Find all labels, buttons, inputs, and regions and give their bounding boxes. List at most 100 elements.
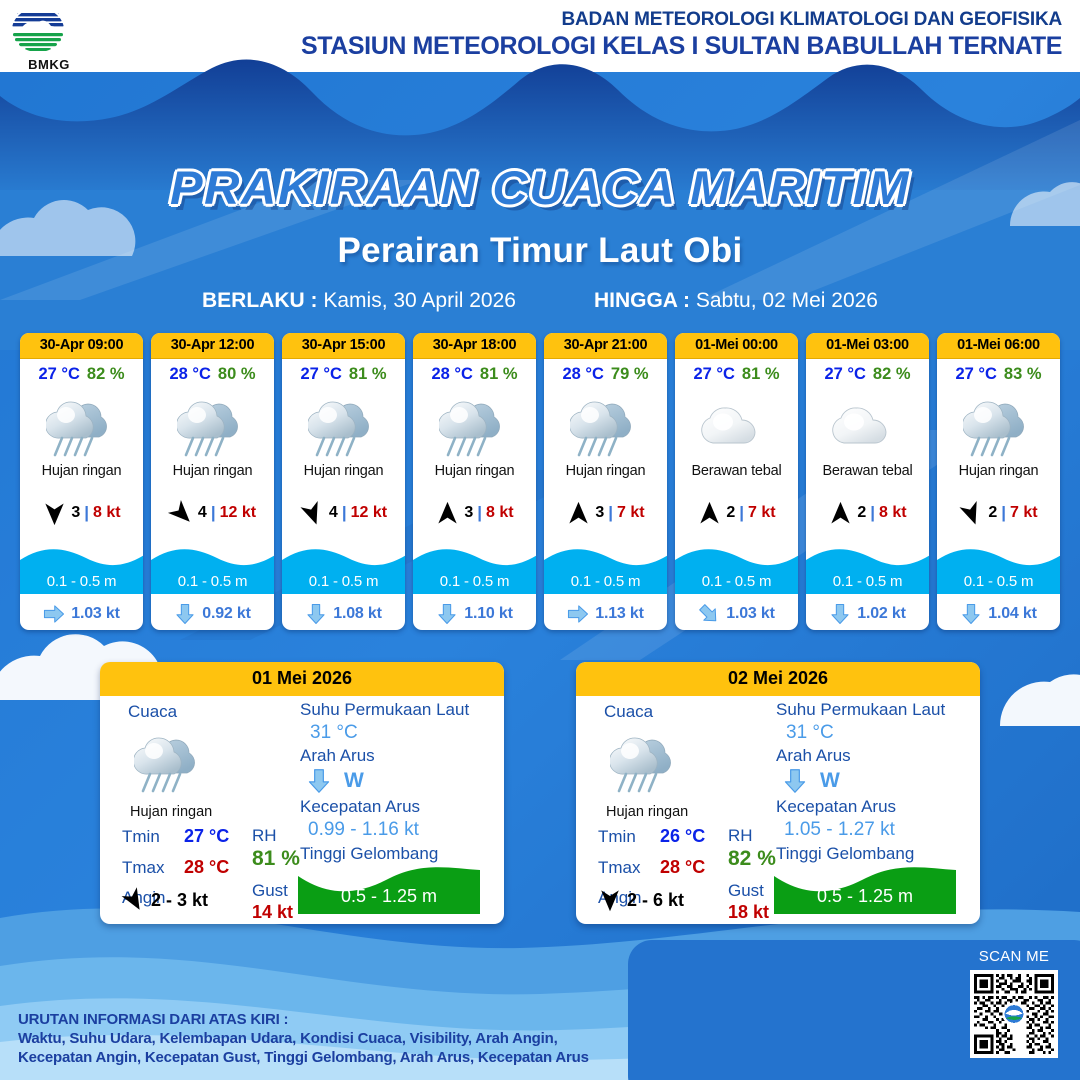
wave-height: 0.1 - 0.5 m [832,573,903,590]
label-cuaca: Cuaca [604,702,654,721]
page-title: PRAKIRAAN CUACA MARITIM [169,161,911,214]
wind-speed: 8 kt [93,504,121,521]
label-tinggi-gelombang: Tinggi Gelombang [300,844,439,863]
current-direction-icon [831,603,849,625]
qr-block: SCAN ME [966,948,1062,1058]
hourly-forecast-card: 30-Apr 12:00 28 °C 80 % Hujan ringan [151,333,274,630]
wind-info: 4 | 12 kt [151,499,274,527]
wind-info: 2 | 8 kt [806,499,929,527]
cloud-icon [700,407,755,444]
wave-height: 0.1 - 0.5 m [701,573,772,590]
air-temperature: 28 °C [169,365,211,383]
wind-speed: 7 kt [1010,504,1038,521]
label-tmin: Tmin [122,827,160,846]
card-time: 01-Mei 03:00 [806,333,929,359]
wave-height: 0.1 - 0.5 m [308,573,379,590]
daily-wind-value: 2 - 6 kt [627,889,685,910]
daily-wind-value: 2 - 3 kt [151,889,209,910]
current-direction: W [306,768,364,794]
wind-direction-icon [569,501,589,523]
current-info: 1.13 kt [544,603,667,625]
wave-height-badge: 0.5 - 1.25 m [298,866,480,914]
card-temp-humidity: 28 °C 79 % [544,359,667,384]
visibility-value: 3 [595,504,605,521]
card-temp-humidity: 27 °C 82 % [20,359,143,384]
wind-direction-icon [831,501,851,523]
hourly-forecast-card: 01-Mei 03:00 27 °C 82 % Berawan tebal 2 … [806,333,929,630]
label-arah-arus: Arah Arus [300,746,375,765]
current-direction-icon [176,603,194,625]
wind-info: 2 | 7 kt [937,499,1060,527]
wind-info: 3 | 8 kt [20,499,143,527]
legend-footer: URUTAN INFORMASI DARI ATAS KIRI : Waktu,… [18,1011,589,1066]
legend-title: URUTAN INFORMASI DARI ATAS KIRI : [18,1011,289,1028]
label-gust: Gust [728,881,764,900]
hourly-forecast-row: 30-Apr 09:00 27 °C 82 % Hujan ringan [20,333,1060,630]
current-direction-icon [438,603,456,625]
current-info: 1.08 kt [282,603,405,625]
weather-icon [413,384,536,462]
valid-from-value: Kamis, 30 April 2026 [323,289,516,312]
label-rh: RH [728,826,753,845]
tmin-row: Tmin 27 °C [122,826,302,857]
divider: | [341,503,347,522]
wind-speed: 7 kt [748,504,776,521]
label-tmin: Tmin [598,827,636,846]
rain-cloud-icon [45,401,107,457]
tmin-value: 27 °C [184,826,230,846]
card-temp-humidity: 27 °C 81 % [675,359,798,384]
label-tmax: Tmax [122,858,165,877]
wind-info: 4 | 12 kt [282,499,405,527]
daily-condition: Hujan ringan [606,804,689,820]
wave-height: 0.1 - 0.5 m [439,573,510,590]
air-temperature: 28 °C [431,365,473,383]
card-time: 30-Apr 15:00 [282,333,405,359]
visibility-value: 2 [726,504,736,521]
rain-cloud-icon [962,401,1024,457]
card-temp-humidity: 27 °C 81 % [282,359,405,384]
current-speed-range: 1.05 - 1.27 kt [784,819,895,840]
weather-condition: Hujan ringan [434,463,515,479]
daily-wave-height: 0.5 - 1.25 m [340,886,438,906]
sst-value: 31 °C [786,722,834,743]
humidity: 81 % [479,365,518,383]
current-direction-icon [962,603,980,625]
weather-icon [675,384,798,462]
card-time: 01-Mei 00:00 [675,333,798,359]
label-sst: Suhu Permukaan Laut [776,700,946,719]
hourly-forecast-card: 30-Apr 15:00 27 °C 81 % Hujan ringan [282,333,405,630]
valid-from-label: BERLAKU : [202,289,318,312]
weather-condition: Berawan tebal [822,463,913,479]
rain-cloud-icon [307,401,369,457]
current-speed: 0.92 kt [202,605,251,622]
legend-line-1: Waktu, Suhu Udara, Kelembapan Udara, Kon… [18,1030,558,1047]
tmax-row: Tmax 28 °C [122,857,302,888]
visibility-value: 2 [988,504,998,521]
wind-direction-icon [438,501,458,523]
wave-height-band: 0.1 - 0.5 m [544,542,667,594]
wave-height: 0.1 - 0.5 m [177,573,248,590]
card-time: 01-Mei 06:00 [937,333,1060,359]
weather-icon [151,384,274,462]
label-kecepatan-arus: Kecepatan Arus [776,797,897,816]
rain-cloud-icon [609,737,671,793]
humidity: 81 % [348,365,387,383]
visibility-value: 4 [328,504,338,521]
humidity: 82 % [86,365,125,383]
current-direction: W [782,768,840,794]
card-temp-humidity: 27 °C 83 % [937,359,1060,384]
air-temperature: 27 °C [300,365,342,383]
valid-to: HINGGA : Sabtu, 02 Mei 2026 [594,289,878,313]
tmin-value: 26 °C [660,826,706,846]
label-cuaca: Cuaca [128,702,178,721]
weather-condition: Hujan ringan [958,463,1039,479]
wind-info: 3 | 7 kt [544,499,667,527]
current-speed: 1.03 kt [71,605,120,622]
label-kecepatan-arus: Kecepatan Arus [300,797,421,816]
wind-direction-icon [167,499,190,522]
daily-condition: Hujan ringan [130,804,213,820]
card-temp-humidity: 27 °C 82 % [806,359,929,384]
valid-from: BERLAKU : Kamis, 30 April 2026 [202,289,516,313]
qr-code[interactable] [970,970,1058,1058]
weather-icon [937,384,1060,462]
